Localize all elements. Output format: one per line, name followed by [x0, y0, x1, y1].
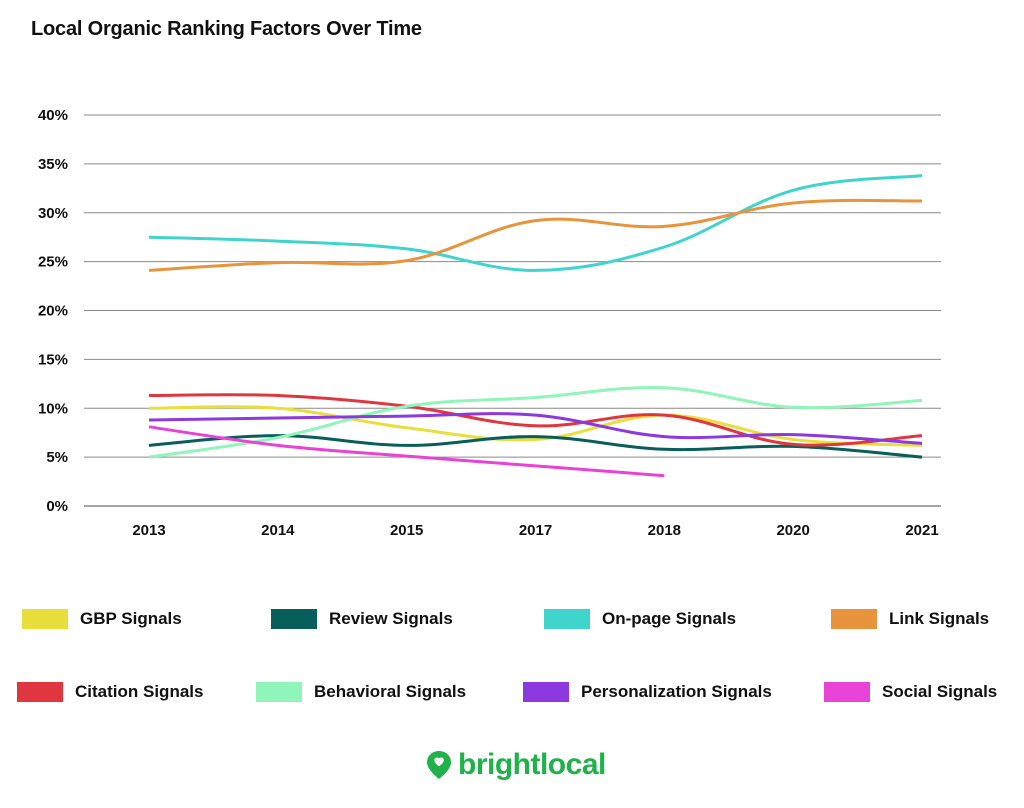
legend-label: Review Signals	[329, 609, 453, 628]
legend-item: Personalization Signals	[523, 682, 772, 702]
y-tick-label: 40%	[38, 107, 68, 124]
brand-logo: brightlocal	[424, 748, 606, 782]
x-axis-ticks: 2013 2014 2015 2017 2018 2020 2021	[132, 522, 938, 539]
series-line-on-page-signals	[148, 174, 923, 272]
legend-item: Behavioral Signals	[256, 682, 466, 702]
legend-item: GBP Signals	[22, 609, 182, 629]
legend-item: Review Signals	[271, 609, 453, 629]
series-line-personalization-signals	[148, 412, 923, 445]
y-axis-ticks: 0% 5% 10% 15% 20% 25% 30% 35% 40%	[38, 107, 68, 515]
legend-item: Citation Signals	[17, 682, 203, 702]
series-line-social-signals	[148, 425, 665, 478]
legend-label: Citation Signals	[75, 682, 204, 701]
legend-label: Social Signals	[882, 682, 998, 701]
legend-label: Personalization Signals	[581, 682, 772, 701]
y-tick-label: 0%	[46, 498, 68, 515]
legend-item: Link Signals	[831, 609, 989, 629]
x-tick-label: 2020	[776, 522, 809, 539]
legend-item: On-page Signals	[544, 609, 736, 629]
chart-title: Local Organic Ranking Factors Over Time	[31, 18, 422, 40]
series-line-behavioral-signals	[148, 385, 923, 459]
legend-swatch	[544, 609, 590, 629]
legend-swatch	[271, 609, 317, 629]
x-tick-label: 2015	[390, 522, 423, 539]
legend-label: GBP Signals	[80, 609, 182, 628]
legend-item: Social Signals	[824, 682, 997, 702]
x-tick-label: 2013	[132, 522, 165, 539]
line-chart: 0%5%10%15%20%25%30%35%40% 2013 2014 2015 20…	[38, 107, 941, 539]
legend-swatch	[256, 682, 302, 702]
legend-swatch	[824, 682, 870, 702]
y-tick-label: 10%	[38, 400, 68, 417]
x-tick-label: 2014	[261, 522, 295, 539]
series-lines	[148, 174, 923, 478]
legend-swatch	[17, 682, 63, 702]
series-line-review-signals	[148, 434, 923, 459]
y-tick-label: 20%	[38, 303, 68, 320]
y-tick-label: 35%	[38, 156, 68, 173]
y-tick-label: 25%	[38, 254, 68, 271]
x-tick-label: 2021	[905, 522, 938, 539]
x-tick-label: 2018	[648, 522, 681, 539]
legend-label: Behavioral Signals	[314, 682, 467, 701]
location-pin-icon	[427, 751, 451, 779]
legend-swatch	[831, 609, 877, 629]
x-tick-label: 2017	[519, 522, 552, 539]
y-tick-label: 15%	[38, 351, 68, 368]
legend-swatch	[523, 682, 569, 702]
brand-name: brightlocal	[458, 748, 606, 781]
legend-label: On-page Signals	[602, 609, 737, 628]
legend-label: Link Signals	[889, 609, 990, 628]
series-line-gbp-signals	[148, 405, 923, 447]
series-line-link-signals	[148, 198, 923, 272]
legend-swatch	[22, 609, 68, 629]
y-tick-label: 30%	[38, 205, 68, 222]
series-line-citation-signals	[148, 393, 923, 447]
y-tick-label: 5%	[46, 449, 68, 466]
